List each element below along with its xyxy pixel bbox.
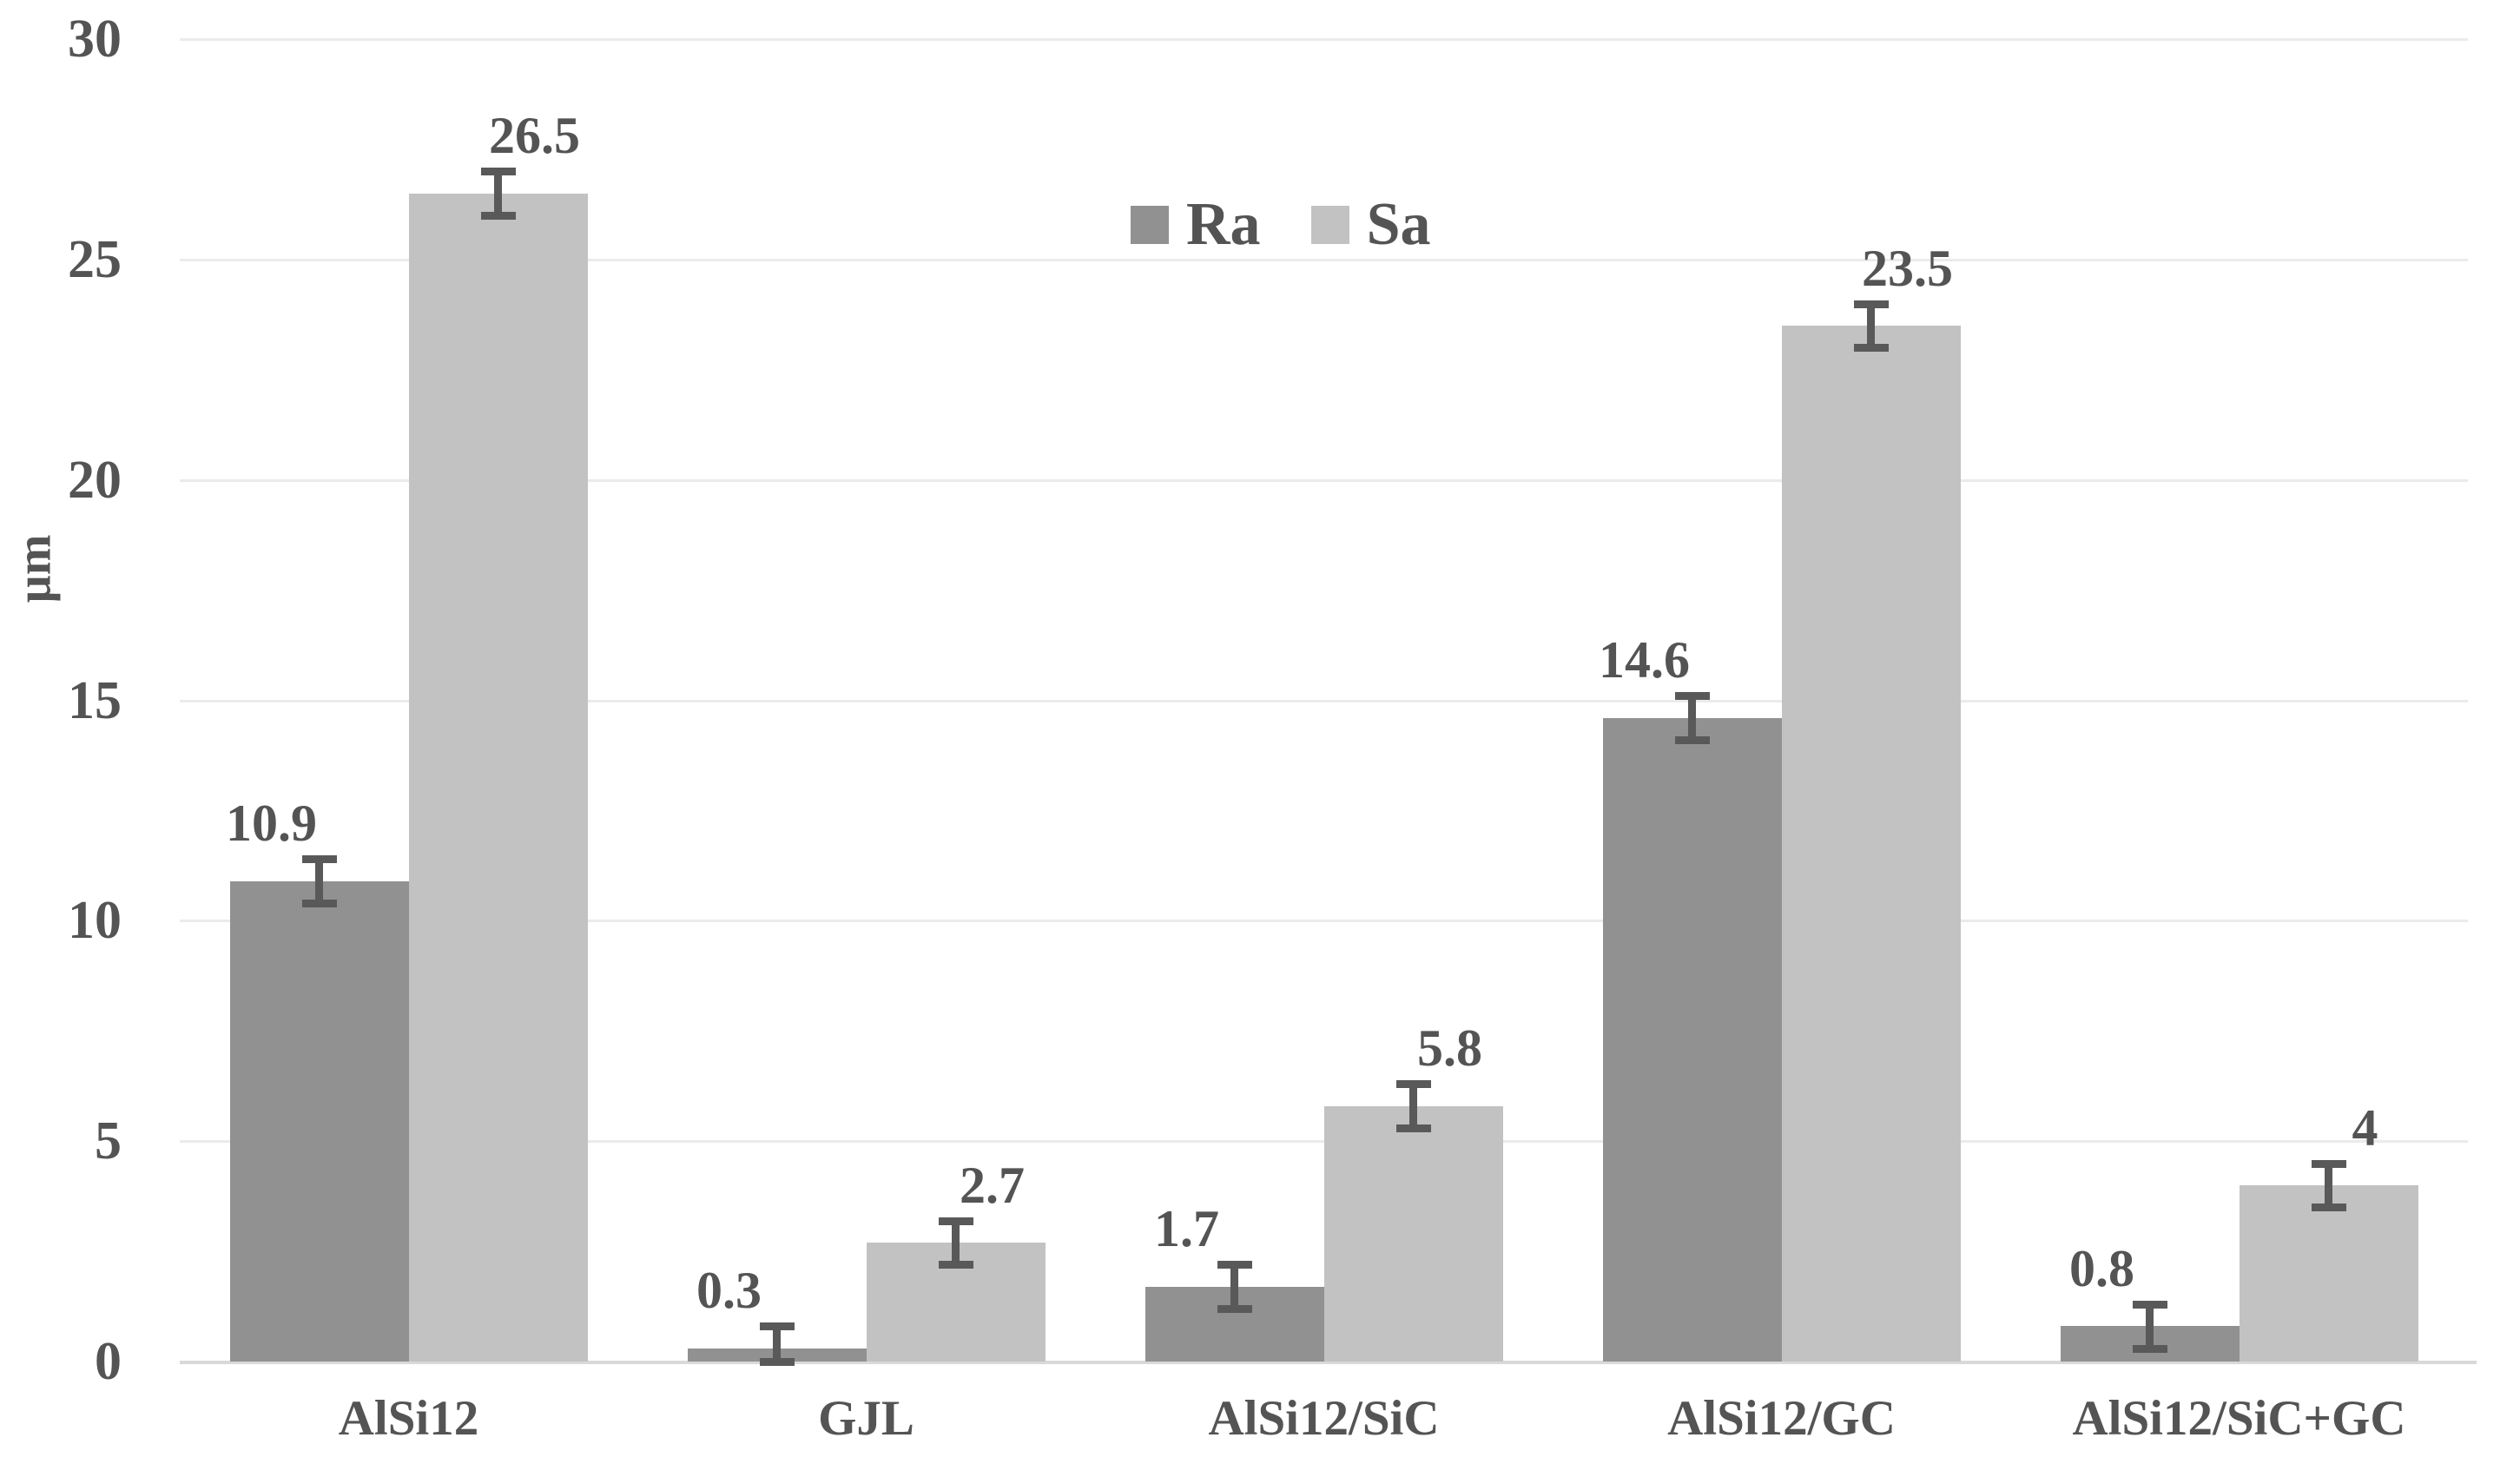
error-bar bbox=[2325, 1163, 2332, 1208]
error-bar-top-cap bbox=[301, 855, 337, 864]
sa-bar-2 bbox=[1323, 1105, 1503, 1362]
y-tick-label: 5 bbox=[95, 1111, 122, 1171]
error-bar bbox=[494, 171, 502, 216]
error-bar-top-cap bbox=[2311, 1159, 2346, 1168]
ra-bar-0 bbox=[229, 880, 409, 1362]
error-bar bbox=[1230, 1264, 1238, 1309]
gridline bbox=[180, 38, 2468, 41]
x-tick-label: GJL bbox=[818, 1391, 914, 1446]
error-bar bbox=[952, 1220, 960, 1265]
error-bar-bottom-cap bbox=[1674, 736, 1710, 745]
legend-swatch-sa bbox=[1310, 206, 1349, 244]
error-bar-bottom-cap bbox=[938, 1261, 973, 1269]
error-bar-bottom-cap bbox=[301, 900, 337, 908]
legend-label-ra: Ra bbox=[1186, 191, 1261, 258]
y-tick-label: 0 bbox=[95, 1332, 122, 1391]
error-bar bbox=[2146, 1304, 2154, 1349]
sa-bar-4 bbox=[2239, 1184, 2418, 1362]
value-label: 2.7 bbox=[960, 1156, 1025, 1214]
value-label: 10.9 bbox=[226, 795, 317, 853]
sa-bar-0 bbox=[408, 193, 588, 1362]
error-bar-top-cap bbox=[1395, 1080, 1431, 1089]
error-bar-top-cap bbox=[759, 1322, 795, 1331]
error-bar-bottom-cap bbox=[759, 1358, 795, 1366]
ra-bar-3 bbox=[1602, 717, 1782, 1362]
error-bar bbox=[773, 1326, 781, 1362]
legend-label-sa: Sa bbox=[1366, 191, 1431, 258]
error-bar-bottom-cap bbox=[1217, 1305, 1252, 1314]
x-tick-label: AlSi12/GC bbox=[1667, 1391, 1896, 1446]
y-tick-label: 30 bbox=[68, 10, 122, 69]
y-tick-label: 10 bbox=[68, 891, 122, 951]
value-label: 1.7 bbox=[1154, 1200, 1219, 1258]
value-label: 5.8 bbox=[1417, 1019, 1482, 1078]
gridline bbox=[180, 920, 2468, 923]
y-axis-title: µm bbox=[5, 499, 63, 638]
error-bar-bottom-cap bbox=[2311, 1204, 2346, 1212]
legend-item-ra: Ra bbox=[1131, 195, 1261, 255]
x-tick-label: AlSi12/SiC+GC bbox=[2072, 1391, 2406, 1446]
error-bar-bottom-cap bbox=[480, 212, 516, 221]
value-label: 4 bbox=[2352, 1098, 2378, 1157]
x-axis-line bbox=[180, 1361, 2477, 1364]
gridline bbox=[180, 478, 2468, 482]
gridline bbox=[180, 258, 2468, 261]
sa-bar-3 bbox=[1781, 325, 1961, 1362]
error-bar bbox=[1409, 1084, 1417, 1128]
value-label: 0.8 bbox=[2069, 1240, 2134, 1297]
error-bar bbox=[1867, 303, 1875, 348]
error-bar-top-cap bbox=[1853, 300, 1889, 308]
legend: Ra Sa bbox=[1131, 195, 1431, 255]
error-bar-top-cap bbox=[938, 1217, 973, 1225]
value-label: 0.3 bbox=[696, 1262, 762, 1320]
value-label: 26.5 bbox=[489, 107, 580, 165]
x-tick-label: AlSi12/SiC bbox=[1208, 1391, 1440, 1446]
error-bar bbox=[315, 859, 323, 904]
error-bar-bottom-cap bbox=[1853, 344, 1889, 353]
value-label: 23.5 bbox=[1862, 239, 1953, 297]
legend-swatch-ra bbox=[1131, 206, 1169, 244]
value-label: 14.6 bbox=[1599, 631, 1690, 689]
gridline bbox=[180, 699, 2468, 702]
y-tick-label: 15 bbox=[68, 670, 122, 730]
y-tick-label: 20 bbox=[68, 450, 122, 510]
error-bar-top-cap bbox=[1674, 692, 1710, 701]
error-bar bbox=[1688, 696, 1696, 741]
error-bar-bottom-cap bbox=[1395, 1124, 1431, 1132]
error-bar-top-cap bbox=[1217, 1261, 1252, 1269]
x-tick-label: AlSi12 bbox=[338, 1391, 479, 1446]
error-bar-top-cap bbox=[480, 168, 516, 176]
error-bar-bottom-cap bbox=[2132, 1344, 2167, 1353]
error-bar-top-cap bbox=[2132, 1301, 2167, 1309]
y-axis-title-text: µm bbox=[7, 534, 62, 603]
y-tick-label: 25 bbox=[68, 229, 122, 289]
legend-item-sa: Sa bbox=[1310, 191, 1431, 258]
